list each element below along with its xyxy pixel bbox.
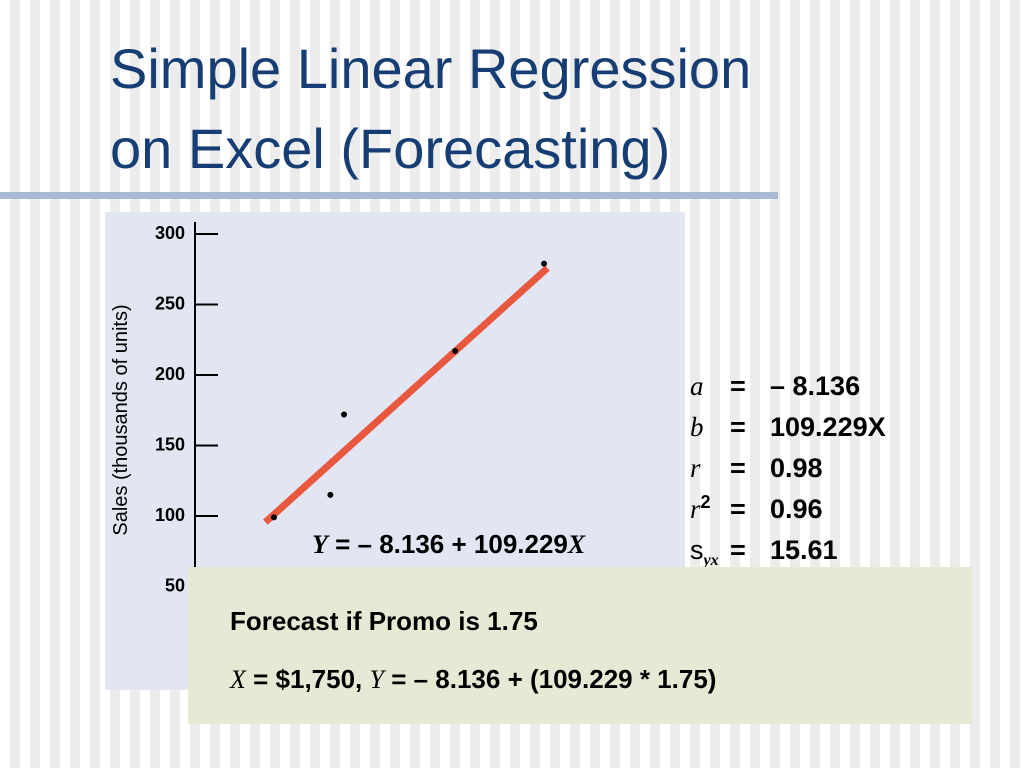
data-point (541, 260, 548, 267)
stat-symbol: b (690, 412, 704, 442)
y-tick-label: 250 (155, 293, 185, 313)
plot: 50 100 150 200 250 300 (155, 222, 550, 690)
symbol: r (690, 494, 701, 524)
stat-symbol: r2 (690, 492, 711, 524)
stat-symbol: syx (690, 535, 719, 569)
fc-part: X (229, 665, 247, 694)
eq-part: X (567, 530, 586, 559)
title-line: Simple Linear Regression (110, 37, 751, 100)
symbol: r (690, 453, 701, 483)
fc-part: = $1,750, (246, 664, 370, 694)
stats: a = – 8.136 b = 109.229X r = 0.98 r2 = 0.96 syx = 15.6… (690, 371, 886, 569)
equals: = (730, 453, 746, 483)
stat-symbol: a (690, 371, 704, 401)
data-point (327, 491, 334, 498)
symbol: a (690, 371, 704, 401)
y-tick-label: 200 (155, 364, 185, 384)
forecast-line: X = $1,750, Y = – 8.136 + (109.229 * 1.7… (229, 664, 716, 694)
stat-value: 0.96 (770, 494, 823, 524)
data-point (452, 348, 459, 355)
divider (0, 192, 778, 199)
y-tick-label: 300 (155, 223, 185, 243)
forecast-box (188, 567, 972, 724)
symbol: b (690, 412, 704, 442)
equals: = (730, 371, 746, 401)
fc-part: Y (370, 665, 387, 694)
data-point (341, 411, 348, 418)
equals: = (730, 535, 746, 565)
forecast-heading: Forecast if Promo is 1.75 (230, 606, 538, 636)
y-tick-label: 100 (155, 505, 185, 525)
equals: = (730, 412, 746, 442)
eq-part: Y (312, 530, 330, 559)
stat-value: 0.98 (770, 453, 823, 483)
y-tick-label: 150 (155, 434, 185, 454)
stat-value: – 8.136 (770, 371, 860, 401)
stat-symbol: r (690, 453, 701, 483)
equals: = (730, 494, 746, 524)
title-line: on Excel (Forecasting) (110, 117, 670, 180)
eq-part: = – 8.136 + 109.229 (328, 529, 568, 559)
stat-value: 109.229X (770, 412, 886, 442)
stat-value: 15.61 (770, 535, 838, 565)
y-axis-label: Sales (thousands of units) (110, 304, 132, 535)
y-tick-label: 50 (165, 575, 185, 595)
fc-part: = – 8.136 + (109.229 * 1.75) (384, 664, 716, 694)
equation: Y = – 8.136 + 109.229X (312, 529, 586, 559)
sup: 2 (701, 492, 711, 512)
data-point (270, 514, 277, 521)
regression-line (263, 265, 550, 525)
symbol: s (690, 535, 704, 565)
sub: yx (702, 552, 719, 569)
